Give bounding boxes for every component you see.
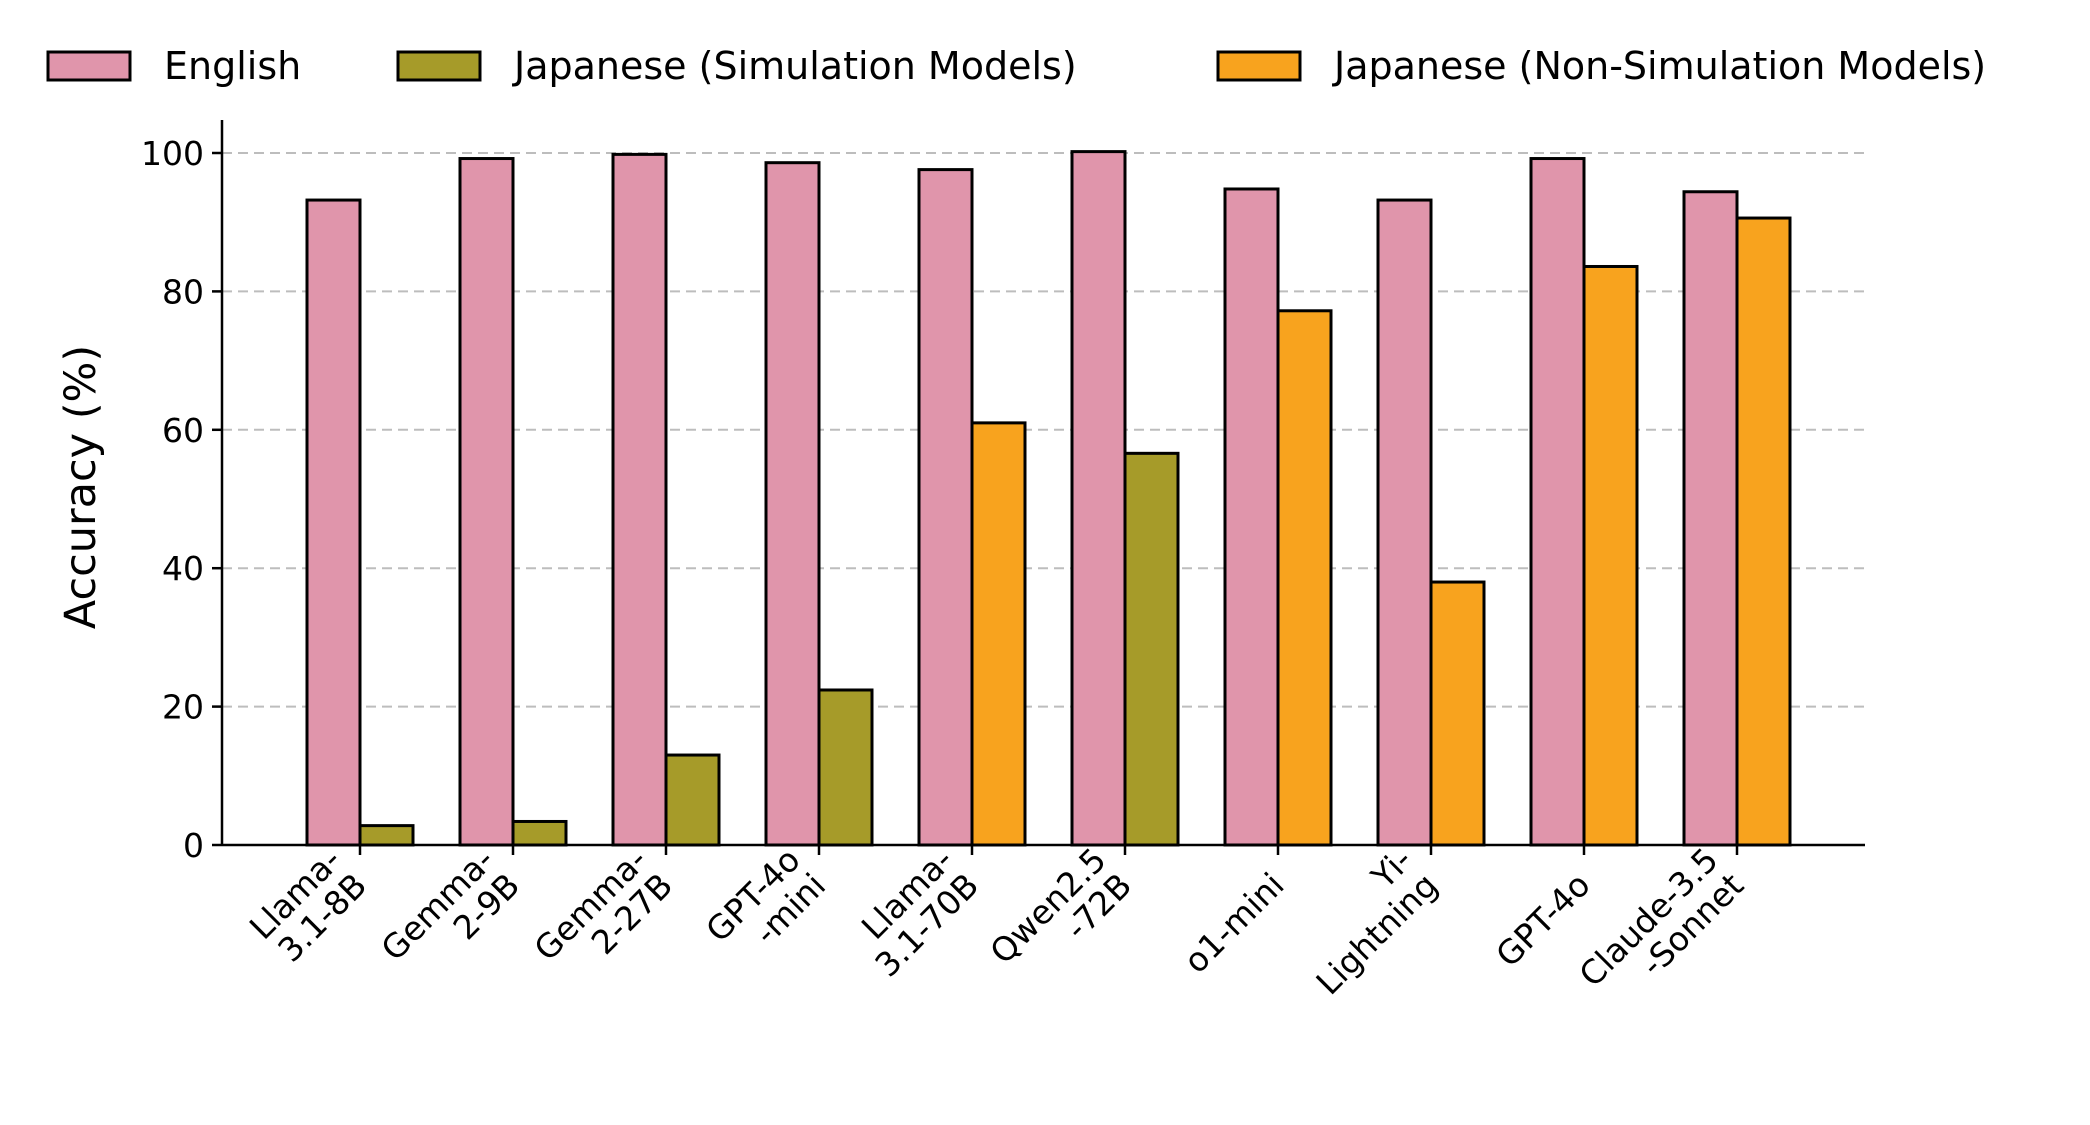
bar-english (1529, 157, 1586, 847)
bar-japanese-non-simulation (1582, 264, 1639, 847)
x-tick-label: Qwen2.5-72B (982, 840, 1139, 997)
y-tick-label: 60 (162, 411, 204, 450)
bar-japanese-simulation (358, 824, 415, 847)
legend-item: English (46, 44, 301, 88)
bar-japanese-simulation (664, 753, 721, 847)
bar-english (1070, 150, 1127, 847)
y-ticks: 0 20 40 60 80 100 (141, 134, 222, 865)
bar-english (458, 157, 515, 847)
bar-japanese-simulation (1123, 451, 1180, 847)
x-tick-label: o1-mini (1176, 865, 1292, 981)
legend-swatch (46, 50, 132, 82)
x-tick-label: Yi-Lightning (1283, 840, 1445, 1002)
bar-english (917, 168, 974, 847)
legend: English Japanese (Simulation Models) Japan… (46, 44, 1986, 88)
axes (220, 120, 1865, 847)
bar-japanese-non-simulation (1276, 309, 1333, 847)
x-tick-label: Gemma-2-9B (373, 840, 527, 994)
bars (305, 150, 1792, 847)
legend-item: Japanese (Simulation Models) (396, 44, 1077, 88)
x-tick-label: Gemma-2-27B (526, 840, 680, 994)
y-tick-label: 80 (162, 272, 204, 311)
legend-swatch (1216, 50, 1302, 82)
legend-label: Japanese (Simulation Models) (512, 44, 1077, 88)
bar-english (611, 152, 668, 847)
bar-japanese-simulation (817, 688, 874, 847)
x-tick-label: Llama-3.1-8B (242, 840, 374, 972)
y-tick-label: 40 (162, 549, 204, 588)
bar-japanese-non-simulation (970, 421, 1027, 847)
bar-english (305, 198, 362, 847)
x-tick-label: Llama-3.1-70B (842, 840, 986, 984)
y-axis-label: Accuracy (%) (56, 345, 106, 629)
legend-swatch (396, 50, 482, 82)
y-tick-label: 0 (183, 826, 204, 865)
bar-japanese-non-simulation (1735, 216, 1792, 847)
bar-english (1223, 187, 1280, 847)
x-ticks: Llama-3.1-8B Gemma-2-9B Gemma-2-27B GPT-4o-… (242, 840, 1752, 1020)
x-tick-label: Claude-3.5-Sonnet (1572, 840, 1752, 1020)
y-tick-label: 20 (162, 688, 204, 727)
legend-label: Japanese (Non-Simulation Models) (1332, 44, 1986, 88)
y-tick-label: 100 (141, 134, 204, 173)
bar-english (1682, 190, 1739, 847)
bar-english (764, 161, 821, 847)
bar-english (1376, 198, 1433, 847)
bar-japanese-non-simulation (1429, 580, 1486, 847)
legend-item: Japanese (Non-Simulation Models) (1216, 44, 1986, 88)
x-tick-label: GPT-4o-mini (698, 840, 833, 975)
bar-japanese-simulation (511, 819, 568, 847)
legend-label: English (164, 44, 301, 88)
